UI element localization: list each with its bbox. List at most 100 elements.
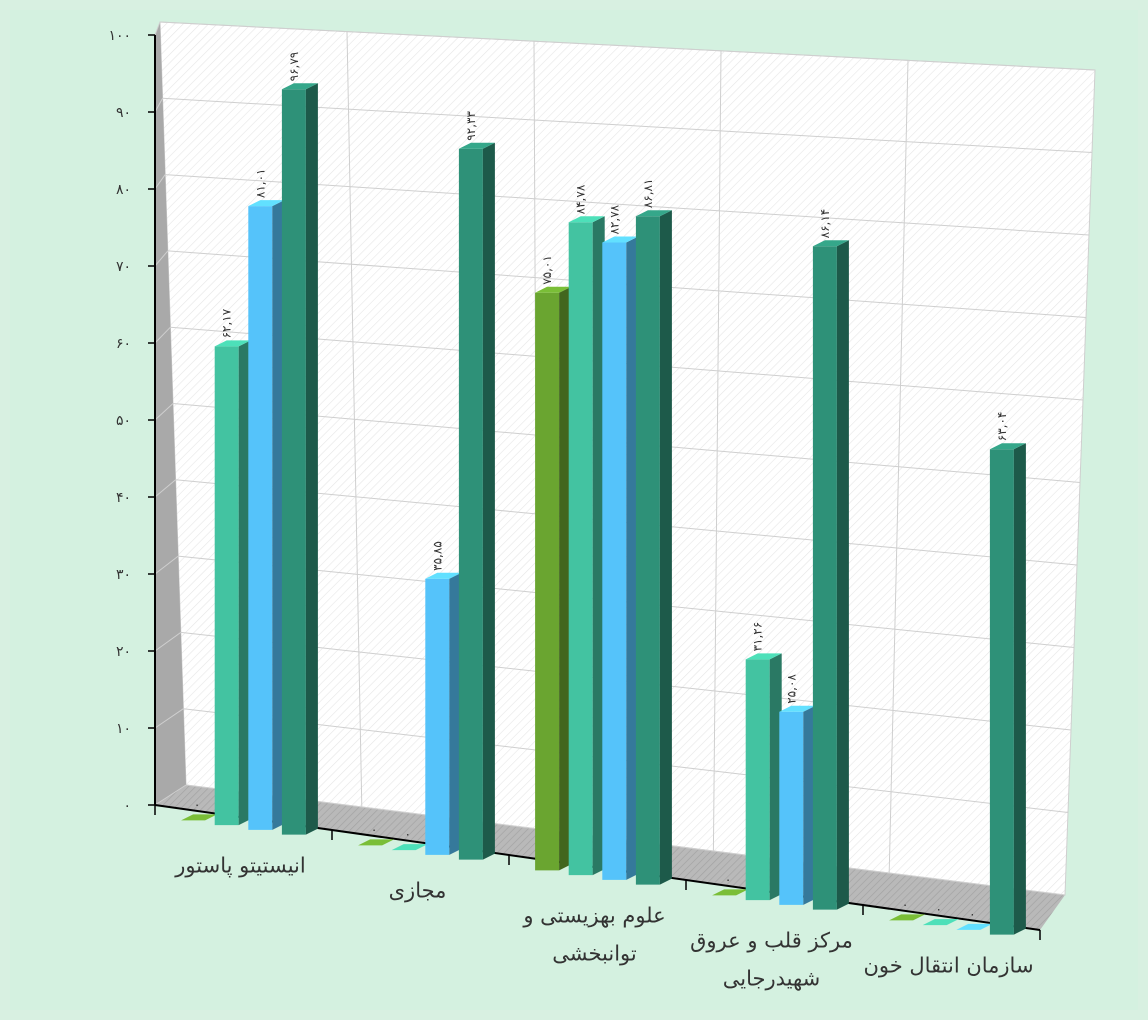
bar-side: [1013, 443, 1026, 935]
bar-top: [602, 236, 639, 243]
data-label: ۳۱,۲۶: [751, 622, 765, 652]
x-axis-labels: انیستیتو پاستور مجازی علوم بهزیستی و توانبخ…: [174, 854, 1033, 991]
side-wall: [155, 22, 186, 805]
category-label: سازمان انتقال خون: [863, 954, 1033, 978]
bar-side: [482, 142, 495, 860]
data-label: ۸۶,۸۱: [641, 179, 655, 209]
gridline-side: [154, 555, 179, 575]
bar: [922, 919, 959, 926]
bar: [458, 142, 495, 860]
gridline-side: [154, 326, 171, 344]
bar-front: [535, 292, 560, 871]
data-label: ۹۶,۷۹: [287, 52, 301, 82]
gridline-side: [154, 250, 169, 267]
bar-side: [305, 83, 318, 835]
bar-top: [214, 340, 251, 347]
bar-top: [712, 889, 749, 896]
bar-side: [836, 240, 849, 910]
gridline-vertical: [712, 50, 722, 852]
data-label: ۰: [194, 797, 200, 811]
data-label: ۹۲,۳۳: [464, 111, 478, 141]
gridline-horizontal: [165, 174, 1090, 236]
bar-side: [626, 236, 639, 880]
bar-top: [889, 914, 926, 921]
y-axis-labels: ۰ ۱۰ ۲۰ ۳۰ ۴۰ ۵۰ ۶۰ ۷۰ ۸۰ ۹۰ ۱۰۰: [108, 28, 131, 814]
bar: [956, 923, 993, 930]
bar-side: [449, 572, 462, 855]
data-label: ۰: [725, 872, 731, 886]
bar: [989, 443, 1026, 935]
y-tick-label: ۹۰: [116, 105, 131, 121]
data-label: ۷۵,۰۱: [540, 255, 554, 285]
gridline-side: [154, 708, 184, 729]
bar-top: [535, 286, 572, 293]
bar-front: [779, 711, 804, 905]
bar-front: [812, 246, 837, 910]
bar: [391, 844, 428, 851]
bar-side: [659, 210, 672, 885]
bar: [535, 286, 572, 871]
bar-side: [592, 216, 605, 876]
bar-front: [425, 578, 450, 855]
gridline-side: [154, 403, 174, 421]
bar: [779, 705, 816, 905]
gridline-side: [154, 784, 187, 806]
bar: [248, 200, 285, 830]
gridline-side: [154, 174, 166, 190]
gridline-side: [154, 21, 161, 36]
data-label: ۸۲,۷۸: [607, 204, 621, 234]
gridline-side: [154, 631, 182, 652]
category-label: شهیدرجایی: [723, 967, 821, 991]
bar-top: [989, 443, 1026, 450]
data-label: ۶۳,۰۴: [995, 412, 1009, 442]
gridline-horizontal: [159, 21, 1096, 71]
y-tick-label: ۸۰: [116, 182, 131, 198]
data-label: ۸۴,۷۸: [574, 184, 588, 214]
bar: [568, 216, 605, 876]
data-label: ۰: [902, 897, 908, 911]
data-label: ۰: [371, 822, 377, 836]
y-tick-label: ۵۰: [116, 413, 131, 429]
data-label: ۸۶,۱۴: [818, 209, 832, 239]
data-label: ۲۵,۰۸: [784, 674, 798, 704]
bar-top: [779, 705, 816, 712]
bar-front: [248, 206, 273, 830]
bar-front: [214, 346, 239, 826]
bar-top: [812, 240, 849, 247]
gridline-vertical: [888, 60, 909, 874]
bar-top: [281, 83, 318, 90]
data-label: ۰: [935, 902, 941, 916]
bars: [181, 83, 1026, 935]
bar-top: [568, 216, 605, 223]
bar-top: [458, 142, 495, 149]
data-label: ۶۲,۱۷: [220, 308, 234, 338]
bar-front: [635, 216, 660, 885]
bar-side: [769, 653, 782, 901]
category-label: علوم بهزیستی و: [522, 904, 665, 928]
data-label: ۰: [969, 907, 975, 921]
bar: [635, 210, 672, 885]
bar-top: [181, 814, 218, 821]
data-label: ۸۱,۰۱: [253, 168, 267, 198]
bar-chart-3d: ۰ ۶۲,۱۷ ۸۱,۰۱ ۹۶,۷۹ ۰ ۰ ۳۵,۸۵ ۹۲,۳۳ ۷۵,۰۱ ۸۴,۷۸ ۸۲…: [108, 21, 1096, 991]
bar: [358, 839, 395, 846]
data-label: ۳۵,۸۵: [430, 541, 444, 571]
bar: [281, 83, 318, 835]
gridline-side: [154, 98, 164, 113]
bar-top: [956, 923, 993, 930]
category-label: انیستیتو پاستور: [174, 854, 305, 878]
bar-top: [635, 210, 672, 217]
data-label: ۰: [404, 827, 410, 841]
category-label: مرکز قلب و عروق: [690, 929, 853, 953]
bar-top: [358, 839, 395, 846]
bar-front: [281, 89, 306, 835]
bar-top: [391, 844, 428, 851]
bar-front: [989, 449, 1014, 935]
bar-side: [272, 200, 285, 830]
bar: [602, 236, 639, 880]
bar: [181, 814, 218, 821]
y-tick-label: ۶۰: [116, 336, 131, 352]
category-label: توانبخشی: [552, 942, 637, 966]
bar-side: [559, 286, 572, 871]
bar-top: [922, 919, 959, 926]
